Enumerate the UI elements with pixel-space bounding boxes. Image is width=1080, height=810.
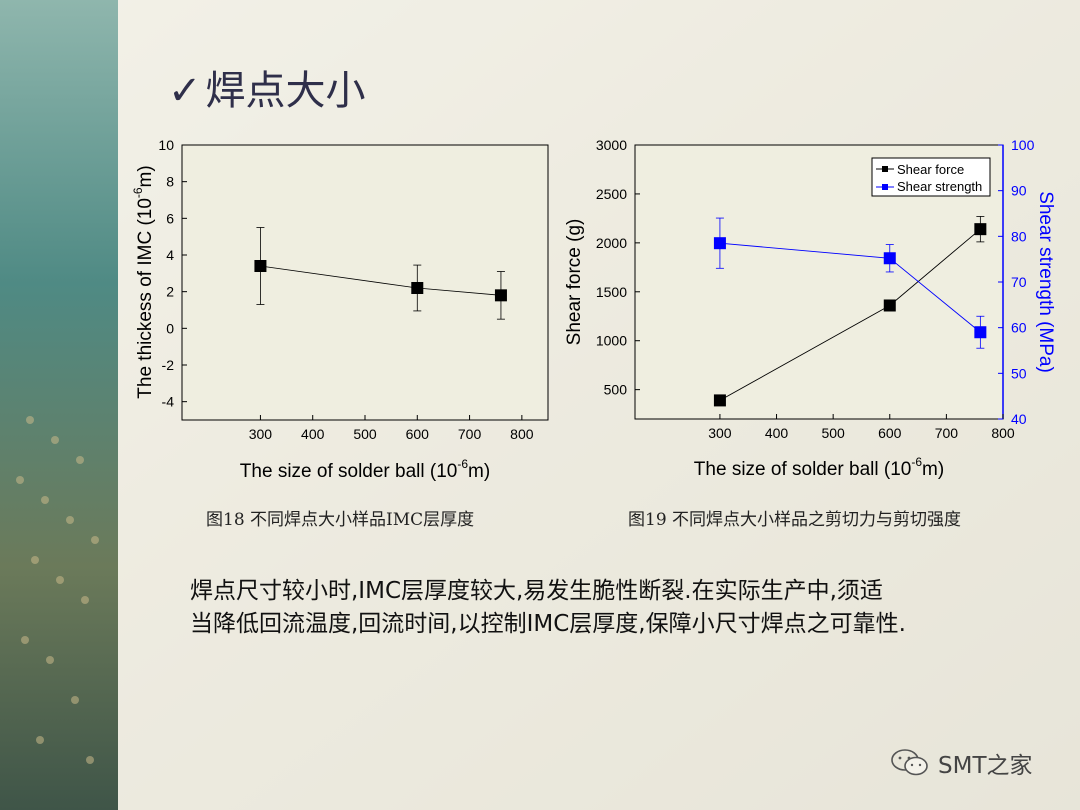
x-tick-label: 700	[458, 426, 482, 442]
y-axis-label-right: Shear strength (MPa)	[1035, 191, 1056, 373]
body-text: 焊点尺寸较小时,IMC层厚度较大,易发生脆性断裂.在实际生产中,须适 当降低回流…	[190, 575, 1050, 641]
x-tick-label: 300	[708, 425, 732, 441]
y-tick-label-right: 100	[1011, 137, 1035, 153]
x-tick-label: 600	[406, 426, 430, 442]
x-tick-label: 400	[301, 426, 325, 442]
y-tick-label: 0	[166, 320, 174, 336]
x-tick-label: 800	[510, 426, 534, 442]
x-tick-label: 400	[765, 425, 789, 441]
y-tick-label-right: 90	[1011, 183, 1027, 199]
caption-right: 图19 不同焊点大小样品之剪切力与剪切强度	[628, 510, 962, 530]
y-axis-label: The thickess of IMC (10-6m)	[131, 165, 156, 398]
wechat-icon	[891, 749, 928, 776]
slide-title-text: 焊点大小	[205, 68, 366, 114]
shear-force-point	[974, 223, 987, 236]
y-tick-label: -4	[162, 394, 175, 410]
y-tick-label-right: 60	[1011, 320, 1027, 336]
y-tick-label-left: 500	[604, 382, 628, 398]
data-point	[411, 282, 424, 294]
x-tick-label: 500	[353, 426, 377, 442]
y-tick-label-right: 70	[1011, 274, 1027, 290]
x-tick-label: 500	[821, 425, 845, 441]
x-tick-label: 300	[249, 426, 273, 442]
left-strip-dots	[16, 416, 99, 764]
legend-label-shear-strength: Shear strength	[897, 179, 982, 194]
shear-strength-point	[713, 237, 726, 250]
x-axis-label: The size of solder ball (10-6m)	[694, 455, 944, 480]
y-tick-label: 2	[166, 284, 174, 300]
shear-force-point	[713, 394, 726, 407]
x-tick-label: 700	[935, 425, 959, 441]
y-tick-label-left: 2000	[596, 235, 627, 251]
body-line-1: 焊点尺寸较小时,IMC层厚度较大,易发生脆性断裂.在实际生产中,须适	[190, 578, 883, 604]
y-axis-label-left: Shear force (g)	[564, 219, 585, 346]
y-tick-label-left: 1500	[596, 284, 627, 300]
body-line-2: 当降低回流温度,回流时间,以控制IMC层厚度,保障小尺寸焊点之可靠性.	[190, 611, 906, 637]
shear-force-point	[883, 299, 896, 312]
x-axis-label: The size of solder ball (10-6m)	[240, 457, 490, 482]
y-tick-label: -2	[162, 357, 175, 373]
legend-label-shear-force: Shear force	[897, 162, 964, 177]
y-tick-label: 10	[158, 137, 174, 153]
y-tick-label-left: 3000	[596, 137, 627, 153]
y-tick-label-left: 2500	[596, 186, 627, 202]
caption-left: 图18 不同焊点大小样品IMC层厚度	[206, 510, 475, 530]
shear-chart: 300 400 500 600 700 800 500 1000 1500 2000 2500 300…	[564, 137, 1056, 480]
shear-strength-point	[974, 326, 987, 339]
y-tick-label-left: 1000	[596, 333, 627, 349]
data-point	[254, 260, 267, 272]
y-tick-label-right: 80	[1011, 228, 1027, 244]
y-tick-label-right: 40	[1011, 411, 1027, 427]
x-tick-label: 800	[991, 425, 1015, 441]
y-tick-label: 8	[166, 174, 174, 190]
data-point	[494, 289, 507, 302]
legend-marker-shear-strength	[882, 184, 888, 190]
y-tick-label: 6	[166, 210, 174, 226]
x-tick-label: 600	[878, 425, 902, 441]
y-tick-label: 4	[166, 247, 174, 263]
y-tick-label-right: 50	[1011, 365, 1027, 381]
legend: Shear force Shear strength	[871, 157, 991, 197]
legend-marker-shear-force	[882, 166, 888, 172]
watermark: SMT之家	[890, 746, 1033, 780]
slide-title: ✓ 焊点大小	[168, 58, 366, 116]
shear-strength-point	[883, 252, 896, 265]
plot-area	[181, 144, 549, 421]
watermark-text: SMT之家	[938, 753, 1033, 779]
checkmark-icon: ✓	[168, 68, 202, 114]
imc-thickness-chart: 300 400 500 600 700 800 -4 -2 0 2 4 6 8 10 The size o…	[131, 137, 549, 482]
